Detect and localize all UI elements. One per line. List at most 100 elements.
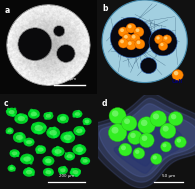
Ellipse shape	[76, 147, 83, 152]
Circle shape	[77, 173, 79, 176]
Circle shape	[87, 162, 88, 164]
Circle shape	[27, 167, 31, 171]
Circle shape	[75, 174, 79, 177]
Circle shape	[80, 130, 82, 132]
Circle shape	[59, 154, 61, 156]
Circle shape	[59, 172, 61, 174]
Circle shape	[7, 108, 10, 110]
Ellipse shape	[9, 110, 15, 114]
Circle shape	[52, 126, 57, 130]
Circle shape	[17, 155, 19, 157]
Circle shape	[30, 114, 34, 117]
Circle shape	[67, 158, 69, 160]
Circle shape	[70, 157, 73, 160]
Circle shape	[10, 152, 12, 154]
Circle shape	[163, 126, 169, 132]
Ellipse shape	[60, 116, 66, 121]
Ellipse shape	[46, 114, 51, 118]
Ellipse shape	[60, 168, 66, 172]
Circle shape	[87, 119, 90, 121]
Ellipse shape	[43, 112, 53, 120]
Circle shape	[27, 141, 28, 143]
Circle shape	[80, 113, 82, 114]
Circle shape	[16, 151, 19, 154]
Circle shape	[48, 172, 52, 176]
Circle shape	[79, 149, 82, 152]
Circle shape	[71, 156, 74, 158]
Circle shape	[16, 154, 19, 157]
Circle shape	[47, 160, 51, 164]
Circle shape	[130, 133, 136, 138]
Circle shape	[118, 27, 129, 37]
Circle shape	[83, 119, 84, 121]
Circle shape	[19, 140, 21, 142]
Circle shape	[6, 110, 9, 113]
Circle shape	[66, 156, 68, 158]
Circle shape	[9, 169, 10, 170]
Circle shape	[65, 152, 66, 154]
Circle shape	[81, 126, 84, 129]
Circle shape	[14, 114, 16, 116]
Ellipse shape	[20, 154, 34, 164]
Circle shape	[84, 160, 87, 162]
Circle shape	[11, 130, 13, 132]
Circle shape	[108, 124, 127, 142]
Circle shape	[43, 125, 47, 129]
Circle shape	[134, 27, 144, 37]
Circle shape	[11, 131, 13, 134]
Circle shape	[49, 112, 51, 114]
Circle shape	[50, 112, 53, 114]
Circle shape	[65, 138, 70, 143]
Circle shape	[6, 131, 8, 134]
Circle shape	[30, 168, 32, 170]
Circle shape	[24, 115, 27, 118]
Circle shape	[37, 131, 41, 134]
Circle shape	[20, 132, 23, 135]
Circle shape	[10, 150, 12, 152]
Circle shape	[76, 116, 78, 118]
Circle shape	[17, 152, 20, 154]
Ellipse shape	[67, 154, 73, 158]
Ellipse shape	[31, 112, 37, 116]
Ellipse shape	[82, 159, 88, 163]
Circle shape	[73, 113, 76, 116]
Circle shape	[25, 169, 28, 172]
Circle shape	[79, 151, 83, 155]
Circle shape	[25, 140, 28, 143]
Circle shape	[12, 114, 16, 117]
Circle shape	[15, 119, 18, 121]
Circle shape	[168, 112, 183, 126]
Circle shape	[25, 141, 28, 144]
Circle shape	[17, 153, 20, 155]
Ellipse shape	[64, 135, 72, 140]
Circle shape	[58, 167, 61, 170]
Ellipse shape	[52, 147, 64, 156]
Circle shape	[82, 158, 84, 160]
Circle shape	[10, 166, 12, 168]
Circle shape	[130, 34, 140, 43]
Circle shape	[18, 114, 21, 118]
Circle shape	[13, 167, 16, 170]
Circle shape	[13, 167, 14, 169]
Circle shape	[34, 130, 37, 133]
Circle shape	[68, 135, 71, 137]
Ellipse shape	[12, 151, 17, 155]
Ellipse shape	[35, 145, 46, 154]
Circle shape	[44, 113, 46, 115]
Text: 50 μm: 50 μm	[162, 174, 176, 178]
Circle shape	[70, 173, 72, 175]
Circle shape	[78, 146, 82, 149]
Text: 50 μm: 50 μm	[63, 77, 76, 81]
Ellipse shape	[6, 108, 17, 116]
Circle shape	[66, 133, 68, 136]
Circle shape	[24, 140, 27, 143]
Circle shape	[28, 141, 30, 143]
Circle shape	[86, 122, 88, 124]
Circle shape	[27, 155, 31, 160]
Circle shape	[53, 133, 58, 138]
Circle shape	[64, 167, 66, 170]
Circle shape	[59, 171, 61, 173]
Circle shape	[11, 114, 14, 117]
Circle shape	[10, 132, 11, 134]
Ellipse shape	[10, 167, 14, 170]
